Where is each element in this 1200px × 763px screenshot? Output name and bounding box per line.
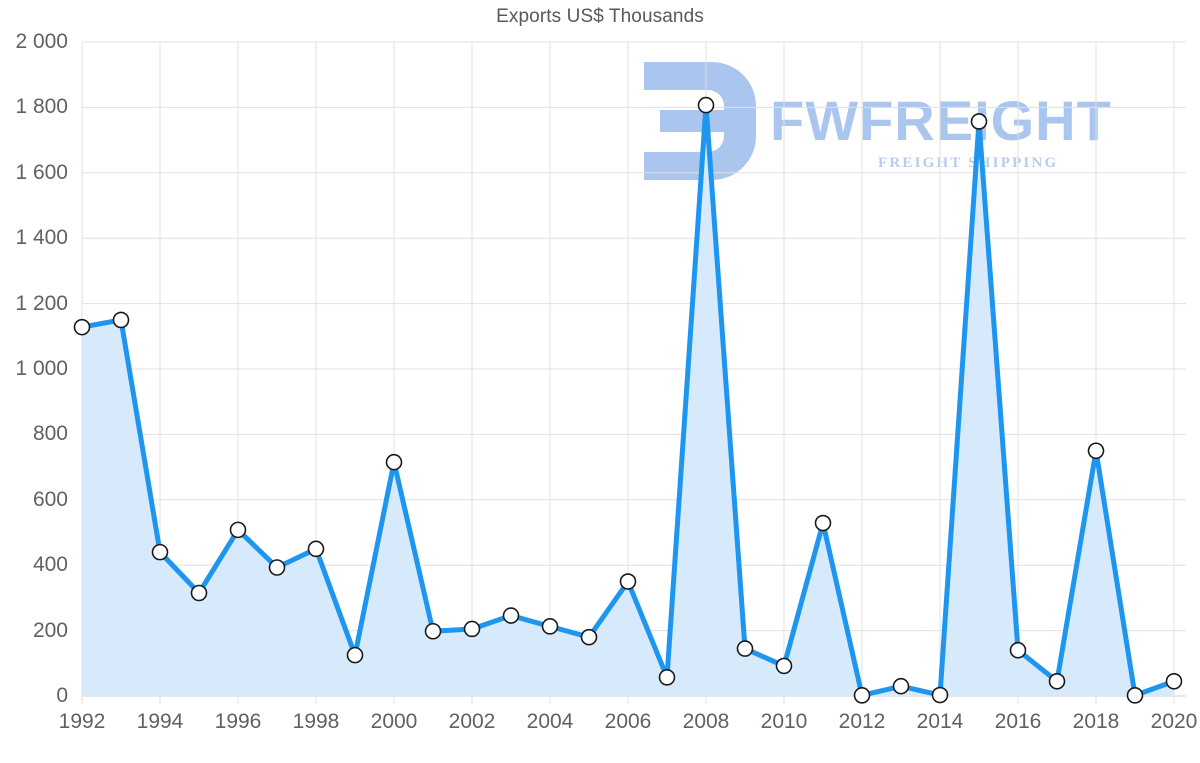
data-point-marker[interactable]: 2005: 180 xyxy=(580,628,598,646)
x-axis-tick-label: 2004 xyxy=(526,710,574,733)
data-point-marker[interactable]: 2006: 350 xyxy=(619,573,637,590)
x-axis-tick-label: 2012 xyxy=(838,710,886,733)
x-axis-tick-label: 1998 xyxy=(292,710,340,733)
data-point-marker[interactable]: 1997: 393 xyxy=(268,559,286,576)
chart-title: Exports US$ Thousands xyxy=(496,6,704,27)
data-point-marker[interactable]: 1998: 450 xyxy=(307,540,325,558)
y-axis-tick-label: 1 400 xyxy=(15,226,68,250)
y-axis-tick-label: 200 xyxy=(32,618,68,642)
data-point-marker[interactable]: 2016: 140 xyxy=(1009,641,1027,659)
data-point-marker[interactable]: 2019: 2 xyxy=(1126,687,1144,704)
data-point-marker[interactable]: 2008: 1807 xyxy=(697,96,715,114)
data-point-marker[interactable]: 2017: 45 xyxy=(1048,672,1066,690)
y-axis-tick-label: 400 xyxy=(32,553,68,577)
x-axis-tick-label: 2014 xyxy=(916,710,964,733)
data-point-marker[interactable]: 1995: 315 xyxy=(190,584,208,602)
data-point-marker[interactable]: 2011: 529 xyxy=(814,514,832,532)
data-point-marker[interactable]: 2013: 30 xyxy=(892,677,910,695)
data-point-marker[interactable]: 1996: 508 xyxy=(229,521,247,539)
x-axis-tick-label: 2016 xyxy=(994,710,1042,733)
x-axis-tick-label: 1992 xyxy=(58,710,106,733)
data-point-marker[interactable]: 1999: 125 xyxy=(346,646,364,664)
data-point-marker[interactable]: 2020: 45 xyxy=(1165,672,1183,690)
y-axis-tick-label: 1 000 xyxy=(15,357,68,380)
y-axis-tick-label: 0 xyxy=(56,684,68,707)
data-point-marker[interactable]: 2010: 92 xyxy=(775,657,793,675)
data-point-marker[interactable]: 2018: 750 xyxy=(1087,442,1105,460)
x-axis-tick-label: 2000 xyxy=(370,710,418,733)
data-point-marker[interactable]: 2000: 715 xyxy=(385,453,403,471)
data-point-marker[interactable]: 2007: 57 xyxy=(658,669,676,686)
y-axis-tick-label: 1 600 xyxy=(15,160,68,184)
data-point-marker[interactable]: 2004: 213 xyxy=(541,618,559,635)
data-point-marker[interactable]: 2012: 2 xyxy=(853,687,871,704)
data-point-marker[interactable]: 1993: 1150 xyxy=(112,311,130,329)
y-axis-tick-label: 2 000 xyxy=(15,30,68,53)
y-axis-tick-label: 600 xyxy=(32,487,68,511)
data-point-markers: 1992: 1128 1993: 1150 1994: 440 1995: 315 19… xyxy=(73,96,1183,704)
x-axis-tick-label: 2006 xyxy=(604,710,652,733)
data-point-marker[interactable]: 1992: 1128 xyxy=(73,318,91,336)
data-point-marker[interactable]: 2014: 3 xyxy=(931,686,949,704)
y-axis-tick-label: 800 xyxy=(32,422,68,446)
x-axis-tick-label: 2018 xyxy=(1072,710,1120,733)
data-point-marker[interactable]: 1994: 440 xyxy=(151,543,169,561)
x-axis-tick-label: 2002 xyxy=(448,710,496,733)
data-point-marker[interactable]: 2015: 1757 xyxy=(970,113,988,130)
x-axis-tick-label: 2010 xyxy=(760,710,808,733)
x-axis-tick-label: 1994 xyxy=(136,710,184,733)
data-point-marker[interactable]: 2002: 205 xyxy=(463,620,481,638)
y-axis-tick-label: 1 200 xyxy=(15,291,68,315)
x-axis-tick-label: 2008 xyxy=(682,710,730,733)
y-axis-tick-label: 1 800 xyxy=(15,95,68,119)
x-axis-tick-label: 2020 xyxy=(1150,710,1198,733)
x-axis-tick-label: 1996 xyxy=(214,710,262,733)
data-point-marker[interactable]: 2003: 246 xyxy=(502,607,520,624)
data-point-marker[interactable]: 2009: 145 xyxy=(736,640,754,657)
